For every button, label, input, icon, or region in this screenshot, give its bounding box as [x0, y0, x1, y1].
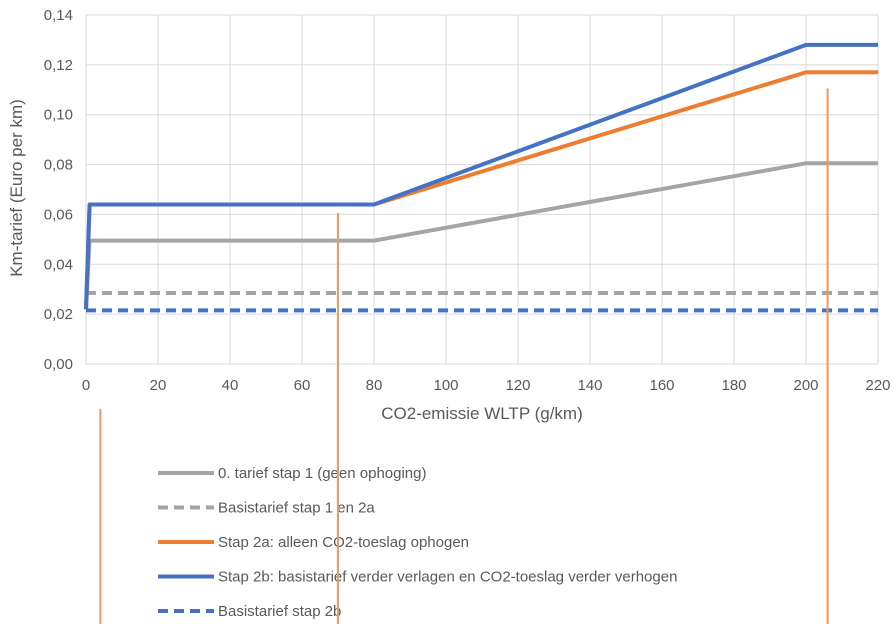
- x-tick-label: 140: [577, 377, 602, 394]
- x-tick-label: 120: [505, 377, 530, 394]
- x-tick-label: 80: [366, 377, 383, 394]
- x-tick-label: 60: [294, 377, 311, 394]
- legend-label: Stap 2b: basistarief verder verlagen en …: [218, 569, 677, 586]
- y-tick-label: 0,04: [44, 256, 73, 273]
- series-line: [84, 70, 878, 310]
- y-tick-label: 0,12: [44, 57, 73, 74]
- y-tick-label: 0,08: [44, 157, 73, 174]
- x-tick-label: 180: [721, 377, 746, 394]
- legend-label: Basistarief stap 2b: [218, 603, 341, 620]
- x-axis-title: CO2-emissie WLTP (g/km): [381, 404, 583, 423]
- x-tick-label: 160: [649, 377, 674, 394]
- y-axis-title: Km-tarief (Euro per km): [7, 99, 26, 277]
- series-line: [84, 161, 878, 310]
- y-tick-label: 0,06: [44, 206, 73, 223]
- series-lines: [84, 42, 878, 313]
- legend-label: Basistarief stap 1 en 2a: [218, 500, 375, 517]
- x-axis-tick-labels: 0 20 40 60 80 100 120 140 160 180 200 220: [82, 377, 891, 394]
- y-tick-label: 0,00: [44, 356, 73, 373]
- y-tick-label: 0,10: [44, 107, 73, 124]
- x-tick-label: 0: [82, 377, 90, 394]
- x-tick-label: 40: [222, 377, 239, 394]
- legend-label: Stap 2a: alleen CO2-toeslag ophogen: [218, 534, 469, 551]
- x-tick-label: 20: [150, 377, 167, 394]
- x-tick-label: 220: [865, 377, 890, 394]
- x-tick-label: 200: [793, 377, 818, 394]
- y-tick-label: 0,02: [44, 306, 73, 323]
- series-line: [84, 42, 878, 310]
- legend-label: 0. tarief stap 1 (geen ophoging): [218, 465, 426, 482]
- y-axis-tick-labels: 0,00 0,02 0,04 0,06 0,08 0,10 0,12 0,14: [44, 7, 73, 373]
- legend: 0. tarief stap 1 (geen ophoging) Basistar…: [158, 465, 677, 620]
- annotation-lines: [99, 88, 829, 624]
- x-tick-label: 100: [433, 377, 458, 394]
- y-tick-label: 0,14: [44, 7, 73, 24]
